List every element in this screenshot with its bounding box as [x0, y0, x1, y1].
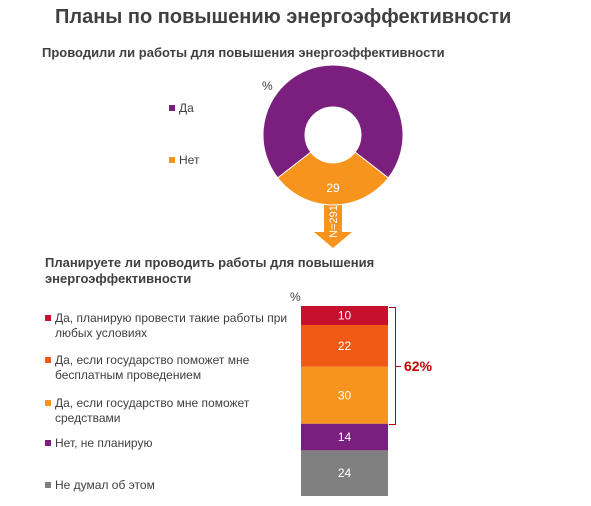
bar-value-label: 14: [338, 430, 352, 444]
bar-segment: [301, 423, 388, 451]
bracket-tick: [396, 366, 401, 367]
bar-legend-item-4: Нет, не планирую: [45, 436, 300, 451]
legend-swatch: [45, 357, 51, 363]
legend-label: Не думал об этом: [55, 478, 155, 492]
legend-swatch: [45, 315, 51, 321]
bar-legend-item-3: Да, если государство мне поможет средств…: [45, 396, 300, 426]
legend-label: Да, если государство мне поможет средств…: [55, 396, 250, 425]
donut-legend-yes: Да: [169, 101, 194, 116]
bar-legend-item-2: Да, если государство поможет мне бесплат…: [45, 353, 300, 383]
page-title: Планы по повышению энергоэффективности: [55, 6, 512, 28]
bar-value-label: 30: [338, 388, 352, 402]
donut-slice-yes: [262, 64, 404, 179]
bar-segment: [301, 366, 388, 424]
bar-legend-item-1: Да, планирую провести такие работы при л…: [45, 311, 300, 341]
donut-chart: 71 29 N=291: [262, 35, 404, 248]
donut-unit-label: %: [262, 79, 273, 93]
legend-swatch: [169, 157, 175, 163]
donut-arrow: [314, 195, 352, 248]
donut-question: Проводили ли работы для повышения энерго…: [42, 45, 445, 60]
legend-swatch: [45, 440, 51, 446]
bar-unit-label: %: [290, 290, 301, 304]
bar-segment: [301, 450, 388, 496]
legend-label: Нет: [179, 153, 200, 167]
bracket: [389, 307, 396, 425]
bar-value-label: 22: [338, 339, 352, 353]
donut-slice-no: [276, 151, 390, 206]
bar-legend-item-5: Не думал об этом: [45, 478, 300, 493]
legend-swatch: [45, 482, 51, 488]
donut-arrow-label: N=291: [328, 205, 340, 238]
legend-label: Да, планирую провести такие работы при л…: [55, 311, 288, 340]
bar-value-label: 10: [338, 309, 352, 323]
donut-value-label-no: 29: [326, 181, 340, 195]
bar-segment: [301, 325, 388, 367]
bar-segment: [301, 306, 388, 325]
donut-legend-no: Нет: [169, 153, 199, 168]
legend-swatch: [45, 400, 51, 406]
legend-swatch: [169, 105, 175, 111]
legend-label: Нет, не планирую: [55, 436, 153, 450]
bar-question: Планируете ли проводить работы для повыш…: [45, 255, 375, 286]
legend-label: Да: [179, 101, 194, 115]
legend-label: Да, если государство поможет мне бесплат…: [55, 353, 250, 382]
bracket-label: 62%: [404, 358, 433, 374]
bar-value-label: 24: [338, 466, 352, 480]
donut-value-label-yes: 71: [326, 35, 340, 49]
